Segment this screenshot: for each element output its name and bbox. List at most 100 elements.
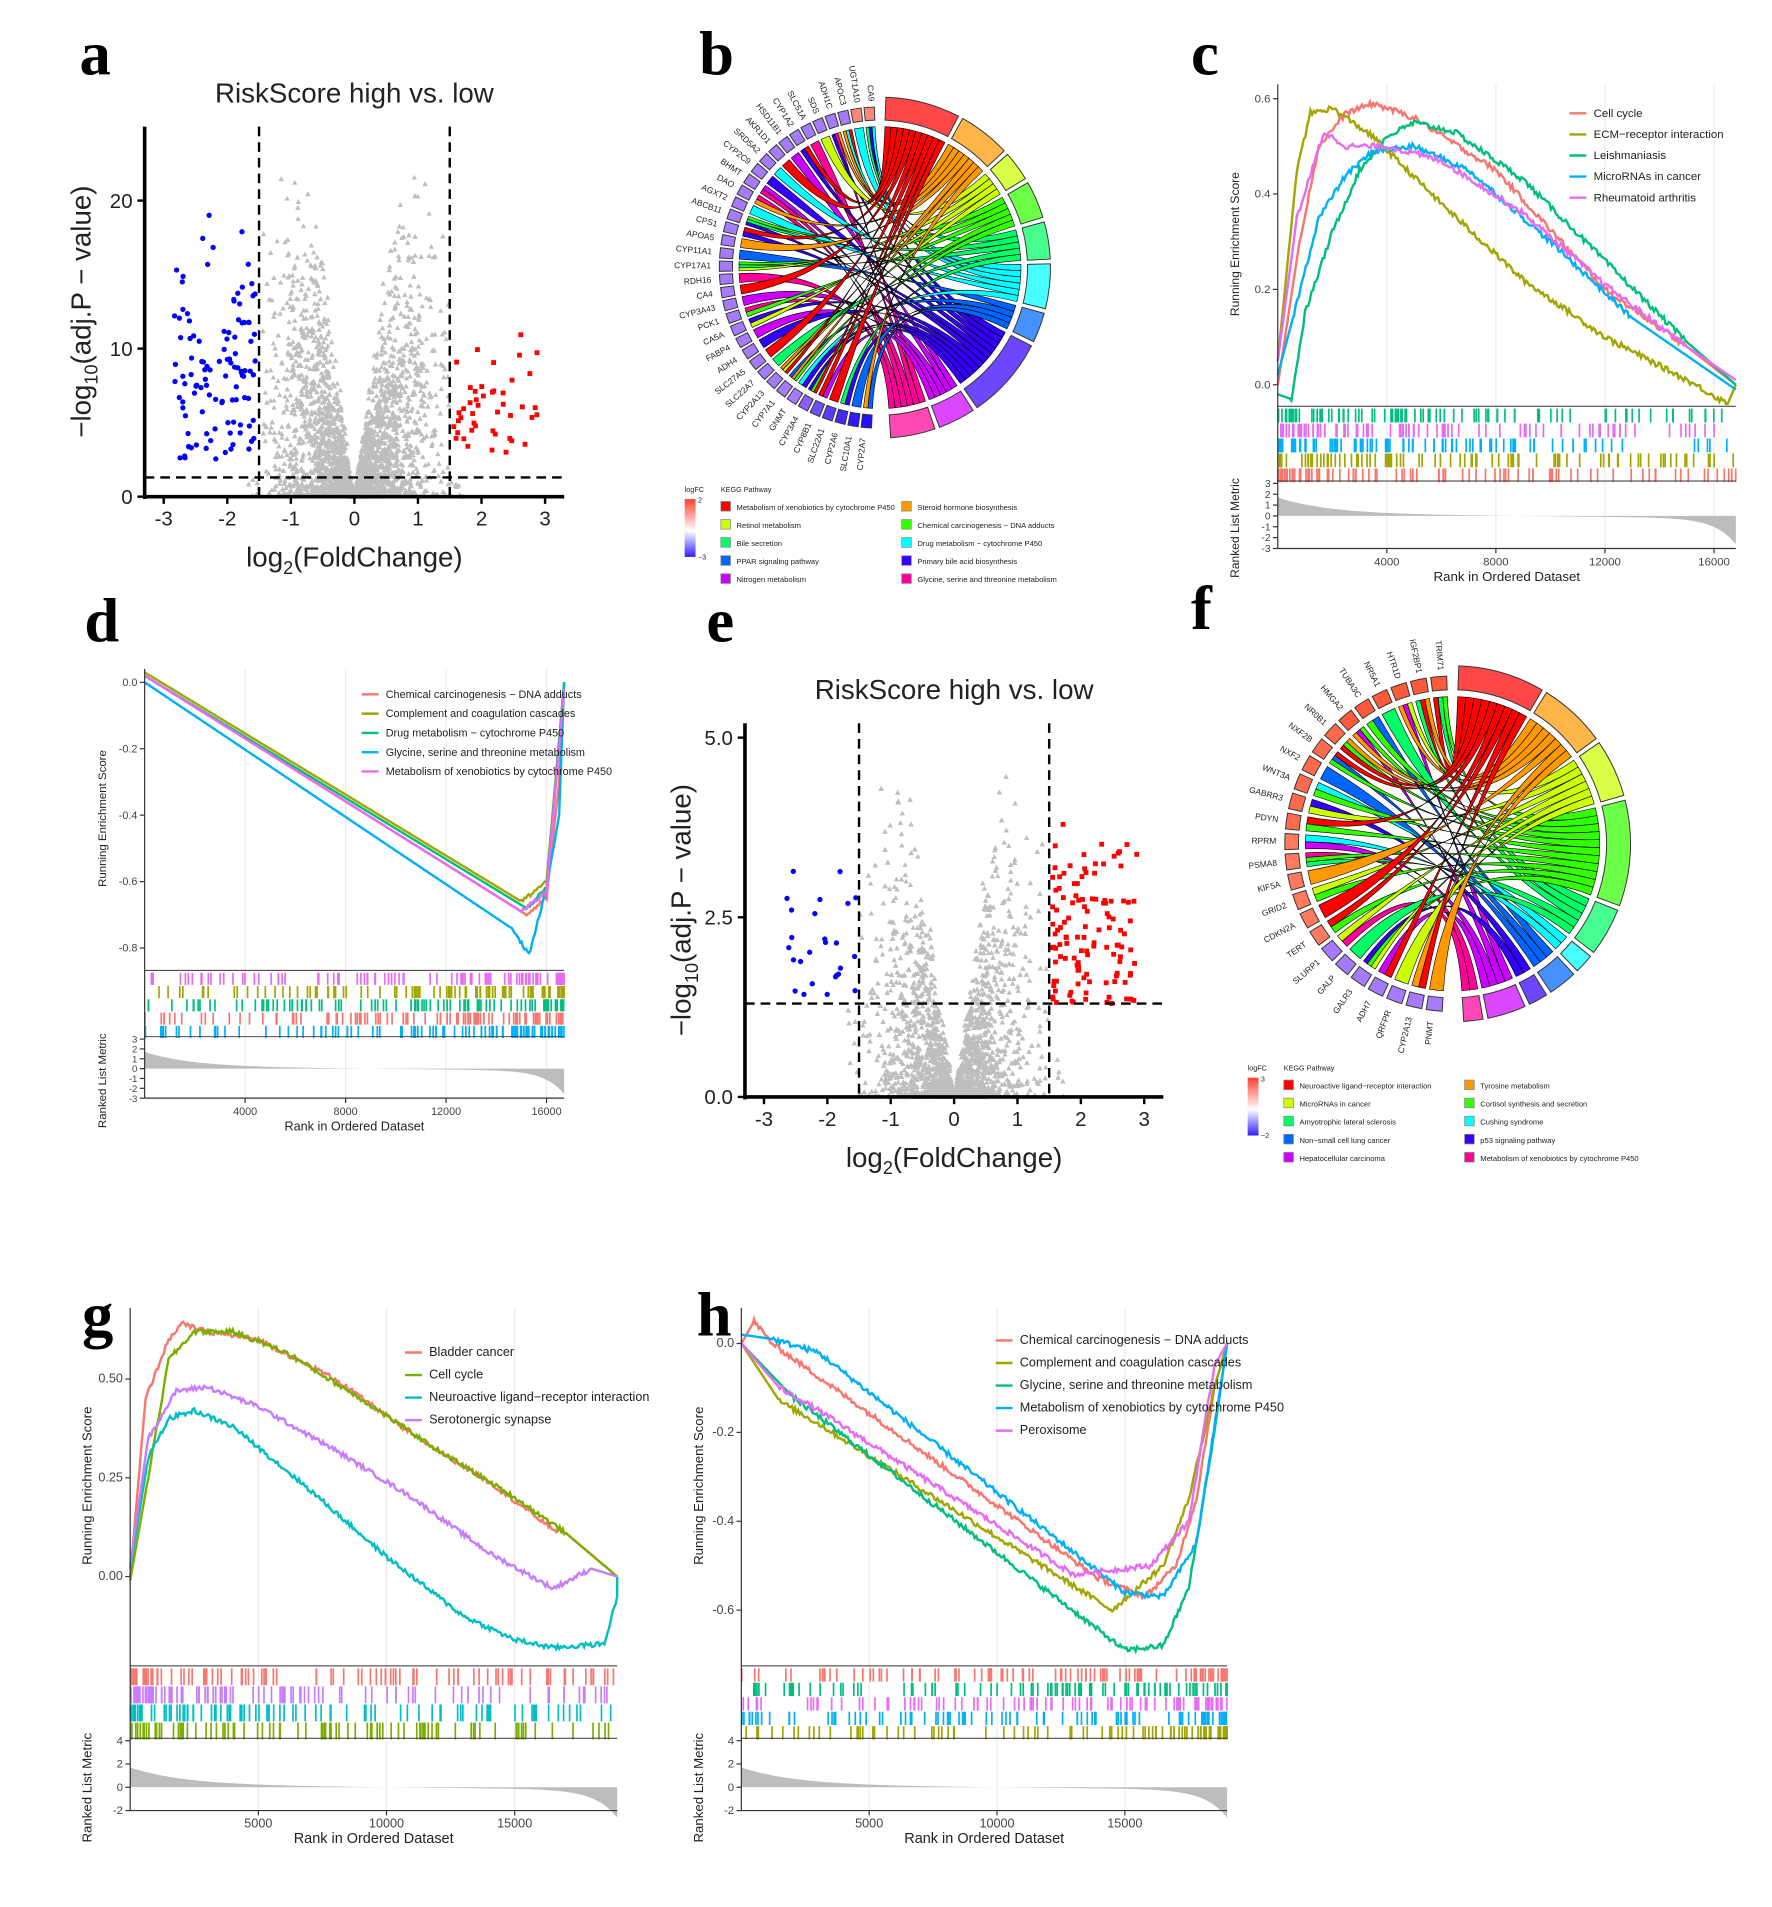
point-not-significant (281, 272, 287, 278)
point-down (180, 273, 186, 280)
point-not-significant (308, 263, 315, 269)
point-not-significant (438, 307, 444, 313)
point-not-significant (267, 367, 274, 373)
point-not-significant (317, 404, 323, 410)
point-not-significant (312, 426, 318, 432)
point-not-significant (412, 360, 418, 365)
point-up (495, 409, 500, 415)
point-up (465, 443, 471, 449)
point-down (199, 409, 205, 415)
point-down (186, 318, 193, 324)
point-down (221, 328, 227, 335)
point-not-significant (267, 397, 274, 403)
point-down (206, 392, 213, 398)
point-not-significant (408, 331, 414, 337)
point-not-significant (284, 397, 290, 403)
point-not-significant (396, 223, 403, 229)
point-not-significant (270, 374, 276, 380)
point-up (517, 352, 522, 358)
point-not-significant (411, 457, 417, 463)
point-not-significant (315, 434, 321, 440)
point-not-significant (411, 418, 418, 424)
point-not-significant (292, 263, 298, 268)
point-down (230, 441, 236, 448)
point-not-significant (292, 317, 298, 323)
point-not-significant (281, 461, 288, 466)
point-not-significant (404, 403, 411, 409)
point-not-significant (276, 392, 283, 397)
point-not-significant (407, 373, 413, 379)
point-down (176, 394, 182, 401)
point-not-significant (269, 419, 275, 425)
point-not-significant (304, 357, 311, 363)
point-not-significant (390, 314, 396, 320)
point-down (245, 395, 252, 402)
point-not-significant (306, 450, 312, 456)
point-not-significant (405, 394, 411, 400)
point-not-significant (326, 391, 333, 397)
point-not-significant (415, 283, 422, 289)
point-down (235, 317, 242, 323)
point-down (231, 296, 237, 303)
point-not-significant (420, 454, 426, 460)
point-not-significant (424, 379, 430, 385)
point-down (222, 449, 228, 456)
point-not-significant (272, 310, 278, 316)
point-not-significant (1008, 890, 1014, 896)
point-down (179, 279, 185, 285)
point-not-significant (418, 397, 425, 402)
point-not-significant (378, 364, 385, 370)
point-down (193, 442, 200, 448)
point-up (454, 359, 460, 365)
point-not-significant (329, 351, 335, 357)
point-down (232, 351, 239, 357)
point-down (180, 373, 186, 379)
point-not-significant (283, 402, 289, 408)
point-down (250, 293, 256, 299)
point-down (226, 329, 232, 336)
point-up (475, 347, 480, 353)
point-not-significant (411, 352, 417, 358)
panel-label-a: a (80, 19, 111, 89)
point-not-significant (290, 471, 296, 477)
point-not-significant (981, 885, 987, 891)
point-not-significant (378, 334, 385, 339)
point-not-significant (305, 191, 311, 197)
point-not-significant (387, 263, 393, 269)
point-not-significant (415, 449, 421, 455)
point-not-significant (295, 216, 301, 221)
point-down (188, 445, 195, 451)
y-axis-label-text: −log (65, 385, 96, 438)
point-not-significant (334, 380, 340, 386)
point-up (500, 401, 506, 407)
point-not-significant (370, 397, 376, 403)
point-not-significant (372, 375, 378, 381)
point-down (177, 455, 183, 461)
point-not-significant (389, 363, 395, 368)
point-not-significant (419, 340, 425, 346)
point-not-significant (262, 389, 268, 395)
point-not-significant (1054, 1056, 1061, 1062)
point-not-significant (910, 924, 916, 930)
point-up (529, 415, 535, 420)
point-not-significant (977, 963, 983, 969)
point-not-significant (321, 274, 327, 280)
point-not-significant (299, 489, 305, 495)
point-not-significant (851, 1040, 857, 1046)
point-up (503, 449, 509, 455)
point-not-significant (377, 374, 383, 380)
point-not-significant (440, 233, 446, 239)
x-axis-label-subscript: 2 (283, 558, 293, 578)
point-up (453, 435, 459, 441)
point-down (208, 437, 214, 444)
point-not-significant (429, 441, 436, 446)
point-not-significant (331, 383, 338, 389)
point-not-significant (287, 295, 294, 301)
point-up (534, 350, 540, 356)
point-not-significant (443, 336, 449, 342)
point-not-significant (422, 462, 428, 468)
point-not-significant (285, 335, 291, 341)
point-not-significant (371, 379, 377, 384)
